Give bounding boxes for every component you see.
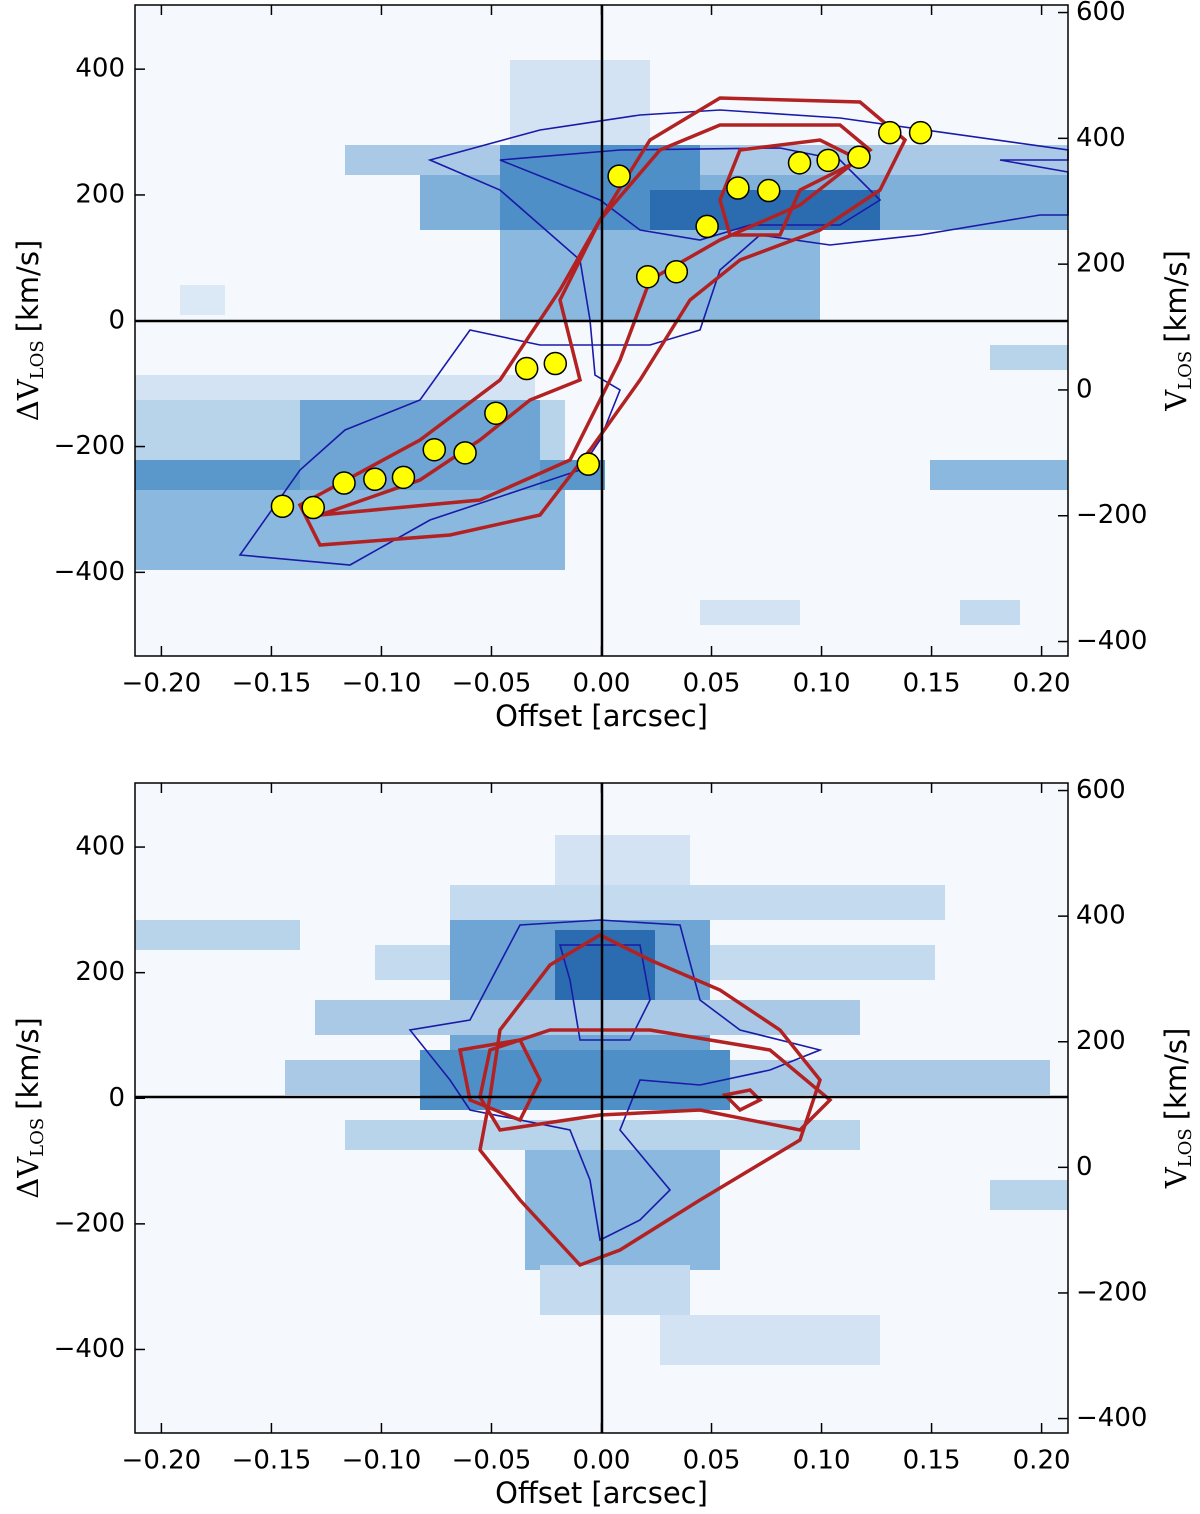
y2-tick-label: 600 — [1076, 775, 1126, 805]
point — [484, 401, 508, 425]
y-tick-label: −200 — [54, 431, 125, 461]
x-tick-label: 0.05 — [683, 669, 741, 699]
x-tick-label: 0.00 — [573, 1446, 631, 1476]
point — [453, 441, 477, 465]
y2-axis-label-sub: LOS — [1175, 351, 1196, 390]
x-tick-label: 0.10 — [793, 669, 851, 699]
x-tick-label: 0.00 — [573, 669, 631, 699]
y2-tick-label: −400 — [1076, 626, 1147, 656]
y2-axis-label-main: V — [1159, 1166, 1193, 1189]
y2-tick-label: −200 — [1076, 1277, 1147, 1307]
point — [878, 120, 902, 145]
x-tick-label: 0.10 — [793, 1446, 851, 1476]
y-tick-label: 0 — [108, 305, 125, 335]
x-tick-label: 0.15 — [903, 669, 961, 699]
point — [576, 452, 601, 476]
point — [787, 151, 812, 175]
point — [514, 356, 539, 381]
y2-axis-label: VLOS [km/s] — [1159, 1028, 1196, 1190]
y-axis-label-sub: LOS — [27, 1118, 48, 1157]
y-axis-label: ΔVLOS [km/s] — [11, 1017, 48, 1199]
point — [816, 148, 840, 173]
y-tick-label: 400 — [75, 54, 125, 84]
x-tick-label: −0.20 — [122, 1446, 202, 1476]
y2-tick-label: −200 — [1076, 500, 1147, 530]
y2-tick-label: −400 — [1076, 1403, 1147, 1433]
x-tick-label: −0.10 — [342, 1446, 422, 1476]
y-axis-label-sub: LOS — [27, 340, 48, 379]
y2-tick-label: 200 — [1076, 1026, 1126, 1056]
y-axis-label-main: ΔV — [11, 1156, 45, 1199]
y-axis-label-unit: [km/s] — [11, 1017, 45, 1110]
y-tick-label: 0 — [108, 1083, 125, 1113]
y2-tick-label: 600 — [1076, 0, 1126, 27]
y-tick-label: 200 — [75, 179, 125, 209]
plot-frame — [134, 782, 1069, 1434]
point — [270, 494, 295, 519]
point — [726, 176, 750, 200]
y2-tick-label: 0 — [1076, 374, 1093, 404]
y-tick-label: −400 — [54, 1334, 125, 1364]
y-tick-label: −200 — [54, 1208, 125, 1238]
y-tick-label: −400 — [54, 557, 125, 587]
x-tick-label: −0.05 — [452, 669, 532, 699]
point — [332, 471, 356, 495]
point — [422, 437, 447, 462]
point — [301, 495, 325, 520]
point — [908, 120, 933, 145]
point — [391, 465, 416, 490]
point — [635, 264, 660, 289]
y2-axis-label-unit: [km/s] — [1159, 1028, 1193, 1121]
contours — [408, 919, 833, 1268]
x-tick-label: −0.20 — [122, 669, 202, 699]
x-tick-label: −0.05 — [452, 1446, 532, 1476]
x-axis-label: Offset [arcsec] — [495, 699, 708, 733]
y-axis-label-main: ΔV — [11, 378, 45, 421]
y2-axis-label-main: V — [1159, 389, 1193, 412]
y-tick-label: 200 — [75, 957, 125, 987]
y2-axis-label-unit: [km/s] — [1159, 250, 1193, 343]
y-axis-label-unit: [km/s] — [11, 240, 45, 333]
point — [664, 259, 689, 284]
x-tick-label: 0.15 — [903, 1446, 961, 1476]
plot-frame — [134, 4, 1069, 657]
x-tick-label: 0.20 — [1013, 669, 1071, 699]
y2-tick-label: 0 — [1076, 1152, 1093, 1182]
point — [363, 467, 387, 492]
point — [695, 214, 719, 239]
y-tick-label: 400 — [75, 832, 125, 862]
x-tick-label: 0.20 — [1013, 1446, 1071, 1476]
y2-tick-label: 400 — [1076, 901, 1126, 931]
point — [756, 178, 781, 203]
y2-tick-label: 400 — [1076, 123, 1126, 153]
x-axis-label: Offset [arcsec] — [495, 1476, 708, 1510]
point — [847, 145, 871, 169]
y-axis-label: ΔVLOS [km/s] — [11, 240, 48, 422]
y2-tick-label: 200 — [1076, 249, 1126, 279]
x-tick-label: −0.10 — [342, 669, 422, 699]
y2-axis-label: VLOS [km/s] — [1159, 250, 1196, 412]
y2-axis-label-sub: LOS — [1175, 1128, 1196, 1167]
point — [607, 164, 631, 188]
x-tick-label: 0.05 — [683, 1446, 741, 1476]
x-tick-label: −0.15 — [232, 669, 312, 699]
x-tick-label: −0.15 — [232, 1446, 312, 1476]
point — [543, 351, 568, 376]
